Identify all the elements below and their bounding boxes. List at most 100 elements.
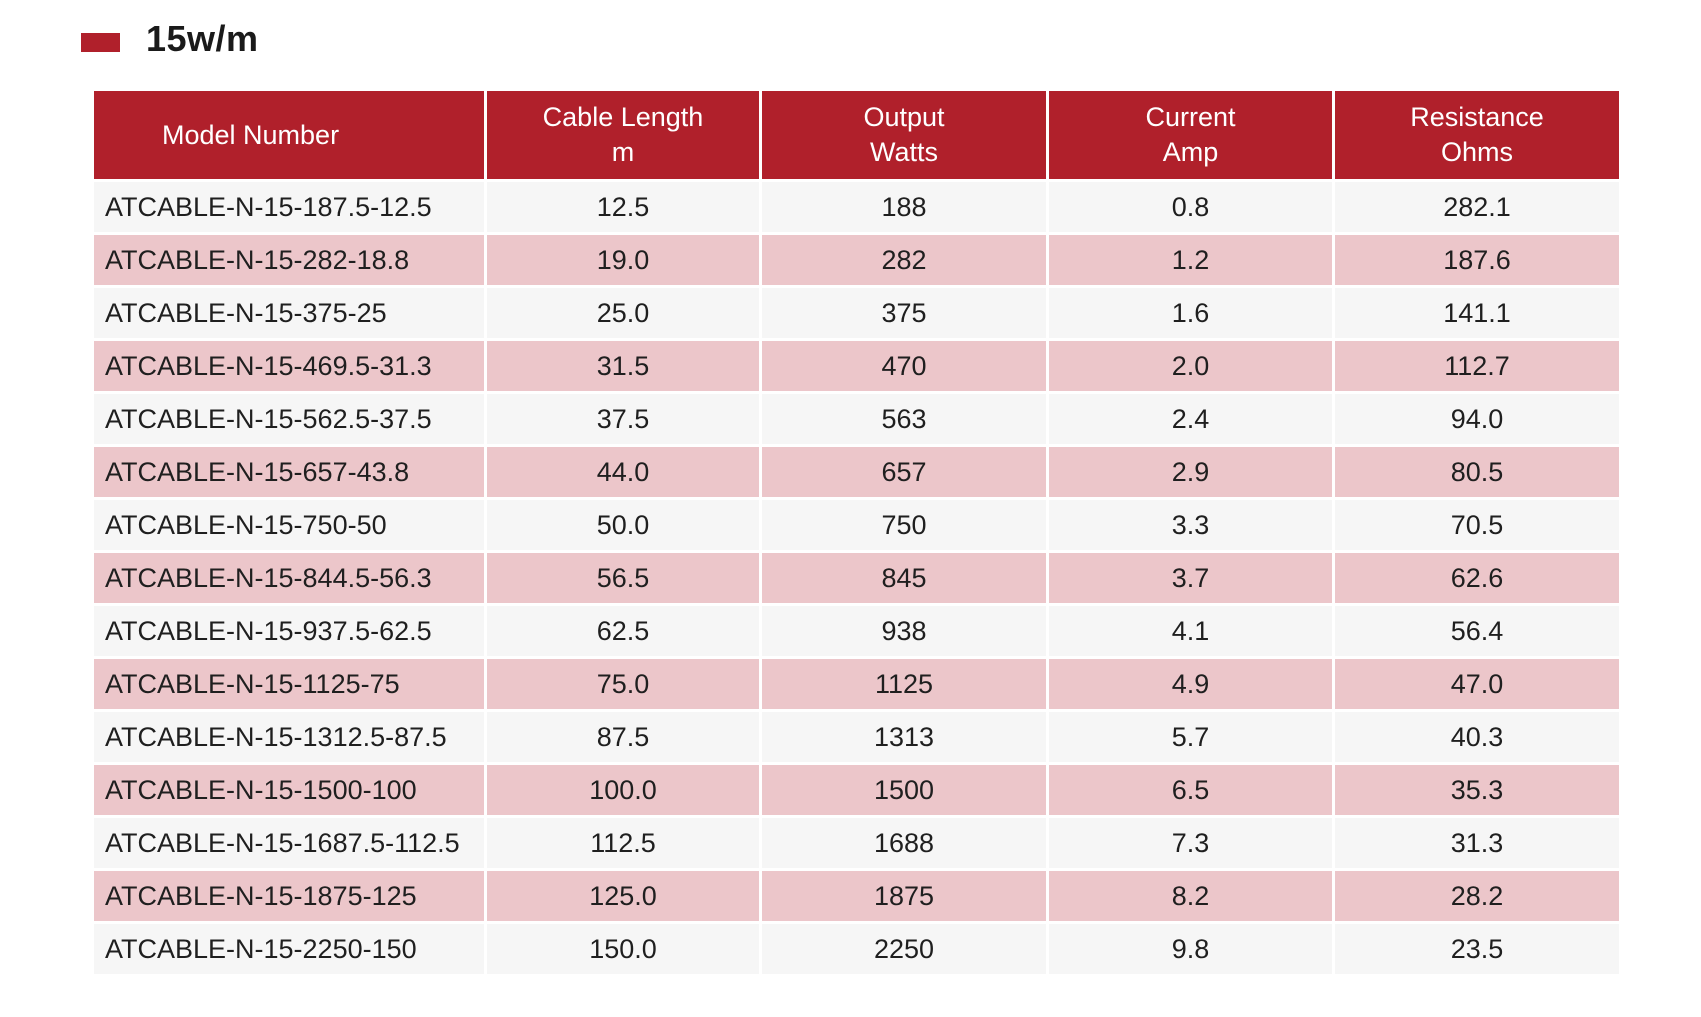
cell-resistance-ohms: 187.6 [1335, 235, 1619, 285]
cell-output-watts: 1313 [762, 712, 1046, 762]
table-row: ATCABLE-N-15-1312.5-87.5 87.5 1313 5.7 40.3 [94, 712, 1619, 762]
cell-cable-length: 19.0 [487, 235, 759, 285]
cell-output-watts: 750 [762, 500, 1046, 550]
cell-resistance-ohms: 56.4 [1335, 606, 1619, 656]
cell-resistance-ohms: 282.1 [1335, 182, 1619, 232]
header-label: Current [1145, 102, 1236, 132]
cell-cable-length: 87.5 [487, 712, 759, 762]
table-row: ATCABLE-N-15-1687.5-112.5 112.5 1688 7.3 31.… [94, 818, 1619, 868]
cell-output-watts: 375 [762, 288, 1046, 338]
cell-output-watts: 1500 [762, 765, 1046, 815]
cell-resistance-ohms: 35.3 [1335, 765, 1619, 815]
cell-cable-length: 125.0 [487, 871, 759, 921]
table-row: ATCABLE-N-15-1500-100 100.0 1500 6.5 35.3 [94, 765, 1619, 815]
cell-current-amp: 9.8 [1049, 924, 1332, 974]
cell-current-amp: 2.4 [1049, 394, 1332, 444]
cell-output-watts: 938 [762, 606, 1046, 656]
cell-current-amp: 5.7 [1049, 712, 1332, 762]
table-row: ATCABLE-N-15-937.5-62.5 62.5 938 4.1 56.4 [94, 606, 1619, 656]
cell-current-amp: 4.9 [1049, 659, 1332, 709]
cell-output-watts: 1875 [762, 871, 1046, 921]
cell-model-number: ATCABLE-N-15-282-18.8 [94, 235, 484, 285]
cell-resistance-ohms: 62.6 [1335, 553, 1619, 603]
cell-output-watts: 188 [762, 182, 1046, 232]
header-unit: Amp [1162, 137, 1219, 167]
cell-current-amp: 3.3 [1049, 500, 1332, 550]
table-row: ATCABLE-N-15-1125-75 75.0 1125 4.9 47.0 [94, 659, 1619, 709]
cell-model-number: ATCABLE-N-15-469.5-31.3 [94, 341, 484, 391]
cell-model-number: ATCABLE-N-15-937.5-62.5 [94, 606, 484, 656]
cell-resistance-ohms: 112.7 [1335, 341, 1619, 391]
header-label: Output [863, 102, 945, 132]
header-label: Cable Length [542, 102, 704, 132]
header-label: Resistance [1410, 102, 1544, 132]
table-row: ATCABLE-N-15-282-18.8 19.0 282 1.2 187.6 [94, 235, 1619, 285]
cell-resistance-ohms: 80.5 [1335, 447, 1619, 497]
cell-model-number: ATCABLE-N-15-2250-150 [94, 924, 484, 974]
cell-current-amp: 0.8 [1049, 182, 1332, 232]
header-unit: Ohms [1440, 137, 1513, 167]
cell-current-amp: 4.1 [1049, 606, 1332, 656]
table-row: ATCABLE-N-15-469.5-31.3 31.5 470 2.0 112.7 [94, 341, 1619, 391]
cell-output-watts: 845 [762, 553, 1046, 603]
cell-cable-length: 75.0 [487, 659, 759, 709]
cell-current-amp: 2.0 [1049, 341, 1332, 391]
cell-model-number: ATCABLE-N-15-562.5-37.5 [94, 394, 484, 444]
cell-output-watts: 470 [762, 341, 1046, 391]
table-row: ATCABLE-N-15-750-50 50.0 750 3.3 70.5 [94, 500, 1619, 550]
section-title: 15w/m [146, 18, 259, 59]
cell-resistance-ohms: 141.1 [1335, 288, 1619, 338]
cell-model-number: ATCABLE-N-15-657-43.8 [94, 447, 484, 497]
cell-cable-length: 100.0 [487, 765, 759, 815]
cell-current-amp: 3.7 [1049, 553, 1332, 603]
cell-output-watts: 1125 [762, 659, 1046, 709]
cell-current-amp: 1.2 [1049, 235, 1332, 285]
cell-resistance-ohms: 40.3 [1335, 712, 1619, 762]
cell-resistance-ohms: 23.5 [1335, 924, 1619, 974]
cell-model-number: ATCABLE-N-15-1312.5-87.5 [94, 712, 484, 762]
table-body: ATCABLE-N-15-187.5-12.5 12.5 188 0.8 282.1 AT… [94, 182, 1619, 974]
cell-output-watts: 282 [762, 235, 1046, 285]
cell-resistance-ohms: 31.3 [1335, 818, 1619, 868]
cell-cable-length: 31.5 [487, 341, 759, 391]
table-row: ATCABLE-N-15-187.5-12.5 12.5 188 0.8 282.1 [94, 182, 1619, 232]
cell-cable-length: 56.5 [487, 553, 759, 603]
header-unit: m [611, 137, 635, 167]
heading-marker-bar [81, 32, 120, 52]
header-model-number: Model Number [94, 91, 484, 179]
cell-cable-length: 112.5 [487, 818, 759, 868]
cell-model-number: ATCABLE-N-15-750-50 [94, 500, 484, 550]
cell-model-number: ATCABLE-N-15-1875-125 [94, 871, 484, 921]
table-row: ATCABLE-N-15-1875-125 125.0 1875 8.2 28.2 [94, 871, 1619, 921]
header-label: Model Number [162, 119, 340, 150]
spec-table: Model Number Cable Length m Output Watts… [91, 88, 1622, 977]
cell-cable-length: 25.0 [487, 288, 759, 338]
cell-cable-length: 150.0 [487, 924, 759, 974]
cell-output-watts: 563 [762, 394, 1046, 444]
cell-model-number: ATCABLE-N-15-187.5-12.5 [94, 182, 484, 232]
cell-current-amp: 8.2 [1049, 871, 1332, 921]
cell-current-amp: 7.3 [1049, 818, 1332, 868]
cell-resistance-ohms: 47.0 [1335, 659, 1619, 709]
cell-current-amp: 6.5 [1049, 765, 1332, 815]
cell-cable-length: 62.5 [487, 606, 759, 656]
cell-model-number: ATCABLE-N-15-1687.5-112.5 [94, 818, 484, 868]
cell-current-amp: 2.9 [1049, 447, 1332, 497]
cell-resistance-ohms: 70.5 [1335, 500, 1619, 550]
section-heading: 15w/m [81, 14, 259, 64]
table-row: ATCABLE-N-15-562.5-37.5 37.5 563 2.4 94.0 [94, 394, 1619, 444]
header-row: Model Number Cable Length m Output Watts… [94, 91, 1619, 179]
table-row: ATCABLE-N-15-2250-150 150.0 2250 9.8 23.5 [94, 924, 1619, 974]
cell-model-number: ATCABLE-N-15-844.5-56.3 [94, 553, 484, 603]
cell-cable-length: 37.5 [487, 394, 759, 444]
header-current-amp: Current Amp [1049, 91, 1332, 179]
cell-model-number: ATCABLE-N-15-375-25 [94, 288, 484, 338]
cell-cable-length: 44.0 [487, 447, 759, 497]
cell-cable-length: 12.5 [487, 182, 759, 232]
table-row: ATCABLE-N-15-375-25 25.0 375 1.6 141.1 [94, 288, 1619, 338]
header-unit: Watts [869, 137, 938, 167]
table-row: ATCABLE-N-15-657-43.8 44.0 657 2.9 80.5 [94, 447, 1619, 497]
cell-output-watts: 657 [762, 447, 1046, 497]
cell-current-amp: 1.6 [1049, 288, 1332, 338]
header-output-watts: Output Watts [762, 91, 1046, 179]
